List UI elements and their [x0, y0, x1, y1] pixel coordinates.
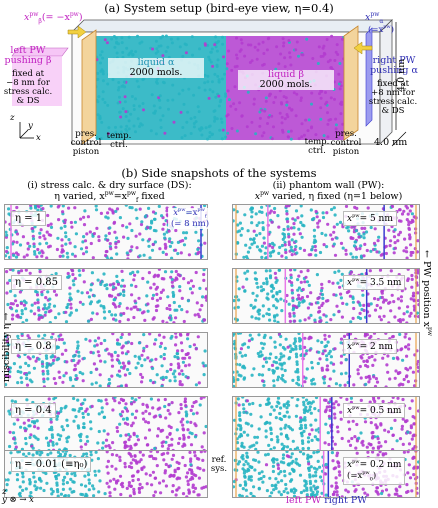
ref-sys-label: ref. sys.	[210, 455, 228, 474]
pw-panel-2: xpw= 3.5 nm	[232, 268, 420, 324]
first-panel-note: xpw=xpwf (= 8 nm)	[168, 207, 212, 229]
temp-left-label: temp. ctrl.	[106, 131, 132, 150]
eta-label-1: η = 1	[11, 211, 47, 226]
left-pw-bottom-label: left PW right PW	[286, 495, 367, 506]
eta-panel-5: η = 0.01 (≡η₀)	[4, 450, 208, 498]
col-i-title: (i) stress calc. & dry surface (DS): η v…	[27, 180, 192, 205]
pres-right-label: pres. control piston	[330, 129, 362, 157]
eta-panel-4: η = 0.4	[4, 396, 208, 452]
left-pw-note: fixed at −8 nm for stress calc. & DS	[3, 69, 53, 106]
setup-title: (a) System setup (bird-eye view, η=0.4)	[104, 1, 334, 15]
liquid-beta-label: liquid β 2000 mols.	[238, 70, 334, 90]
pw-snapshot-1	[233, 205, 419, 259]
setup-box-diagram	[11, 19, 407, 147]
left-pw-formula: xpwβ(= −xpw)	[24, 11, 83, 26]
side-axis-z: z	[2, 487, 7, 497]
side-title: (b) Side snapshots of the systems	[121, 166, 317, 180]
miscibility-label: miscibility η →	[1, 312, 12, 382]
pw-position-label: ← PW position xpw	[420, 250, 433, 336]
setup-axis-z: z	[10, 113, 15, 123]
dim-depth: 4.0 nm	[374, 137, 408, 148]
pw-snapshot-4	[233, 397, 419, 451]
eta-label-2: η = 0.85	[11, 275, 62, 290]
pw-label-5: xpw= 0.2 nm (=xpw0)	[343, 457, 406, 485]
left-pw-text: left PW pushing β	[4, 45, 52, 66]
eta-label-3: η = 0.8	[11, 339, 56, 354]
eta-panel-3: η = 0.8	[4, 332, 208, 388]
pw-label-4: xpw= 0.5 nm	[343, 403, 406, 418]
dim-height: 4.0 nm	[396, 58, 407, 92]
right-pw-text: right PW pushing α	[370, 55, 418, 76]
pw-panel-1: xpw= 5 nm	[232, 204, 420, 260]
pw-label-2: xpw= 3.5 nm	[343, 275, 406, 290]
pw-panel-3: xpw= 2 nm	[232, 332, 420, 388]
pw-label-3: xpw= 2 nm	[343, 339, 397, 354]
eta-panel-2: η = 0.85	[4, 268, 208, 324]
eta-snapshot-4	[7, 397, 207, 451]
eta-snapshot-5	[5, 451, 207, 497]
col-ii-title: (ii) phantom wall (PW): xpw varied, η fi…	[254, 180, 403, 203]
eta-label-5: η = 0.01 (≡η₀)	[11, 457, 92, 472]
side-axis-y: y ⊗ → x	[2, 495, 34, 505]
temp-right-label: temp. ctrl.	[304, 137, 330, 156]
pw-label-1: xpw= 5 nm	[343, 211, 397, 226]
pw-panel-4: xpw= 0.5 nm	[232, 396, 420, 452]
right-pw-note: fixed at +8 nm for stress calc. & DS	[368, 79, 418, 116]
right-pw-eq: (=xpw)	[368, 24, 395, 35]
right-pw-formula: xpwα	[365, 11, 384, 26]
pres-left-label: pres. control piston	[70, 129, 102, 157]
setup-axis-y: y	[28, 121, 33, 131]
liquid-alpha-label: liquid α 2000 mols.	[108, 58, 204, 78]
setup-axis-x: x	[36, 133, 41, 143]
eta-panel-1: η = 1	[4, 204, 208, 260]
pw-panel-5: xpw= 0.2 nm (=xpw0)	[232, 450, 420, 498]
eta-label-4: η = 0.4	[11, 403, 56, 418]
